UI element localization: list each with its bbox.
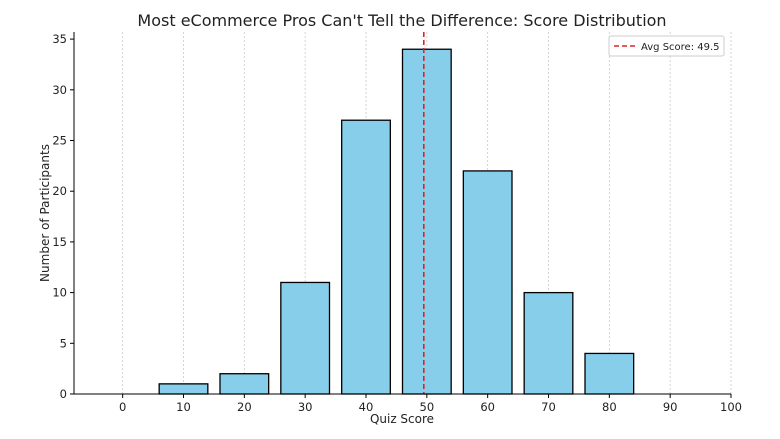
x-tick-label-1: 10 [176, 400, 191, 414]
x-tick-label-8: 80 [602, 400, 617, 414]
x-tick-label-4: 40 [359, 400, 374, 414]
bar-0 [158, 383, 209, 395]
x-tick-label-5: 50 [420, 400, 435, 414]
chart-title: Most eCommerce Pros Can't Tell the Diffe… [137, 11, 666, 30]
y-tick-label-5: 25 [52, 133, 67, 147]
bar-4 [401, 48, 452, 395]
bars [158, 48, 635, 395]
y-tick-label-0: 0 [60, 387, 67, 401]
x-tick-label-7: 70 [541, 400, 556, 414]
x-tick-label-3: 30 [298, 400, 313, 414]
bar-7 [584, 352, 635, 395]
legend-label-avg-score: Avg Score: 49.5 [641, 42, 720, 53]
x-tick-label-9: 90 [663, 400, 678, 414]
bar-3 [341, 119, 391, 395]
x-tick-label-2: 20 [237, 400, 252, 414]
x-ticks: 0 10 20 30 40 50 60 70 80 90 100 [119, 394, 742, 414]
legend-box [608, 35, 725, 57]
x-axis-label: Quiz Score [370, 412, 434, 426]
y-tick-label-4: 20 [52, 184, 67, 198]
legend: Avg Score: 49.5 [608, 35, 725, 57]
y-tick-label-1: 5 [60, 336, 67, 350]
x-tick-label-6: 60 [480, 400, 495, 414]
bar-5 [462, 170, 513, 395]
y-ticks: 0 5 10 15 20 25 30 35 [52, 32, 74, 401]
y-tick-label-7: 35 [52, 32, 67, 46]
y-tick-label-3: 15 [52, 235, 67, 249]
y-axis-label: Number of Participants [38, 144, 52, 282]
x-tick-label-0: 0 [119, 400, 126, 414]
bar-2 [280, 281, 331, 395]
bar-1 [219, 373, 270, 395]
y-tick-label-2: 10 [52, 286, 67, 300]
y-tick-label-6: 30 [52, 83, 67, 97]
bar-6 [523, 291, 574, 395]
x-tick-label-10: 100 [720, 400, 742, 414]
